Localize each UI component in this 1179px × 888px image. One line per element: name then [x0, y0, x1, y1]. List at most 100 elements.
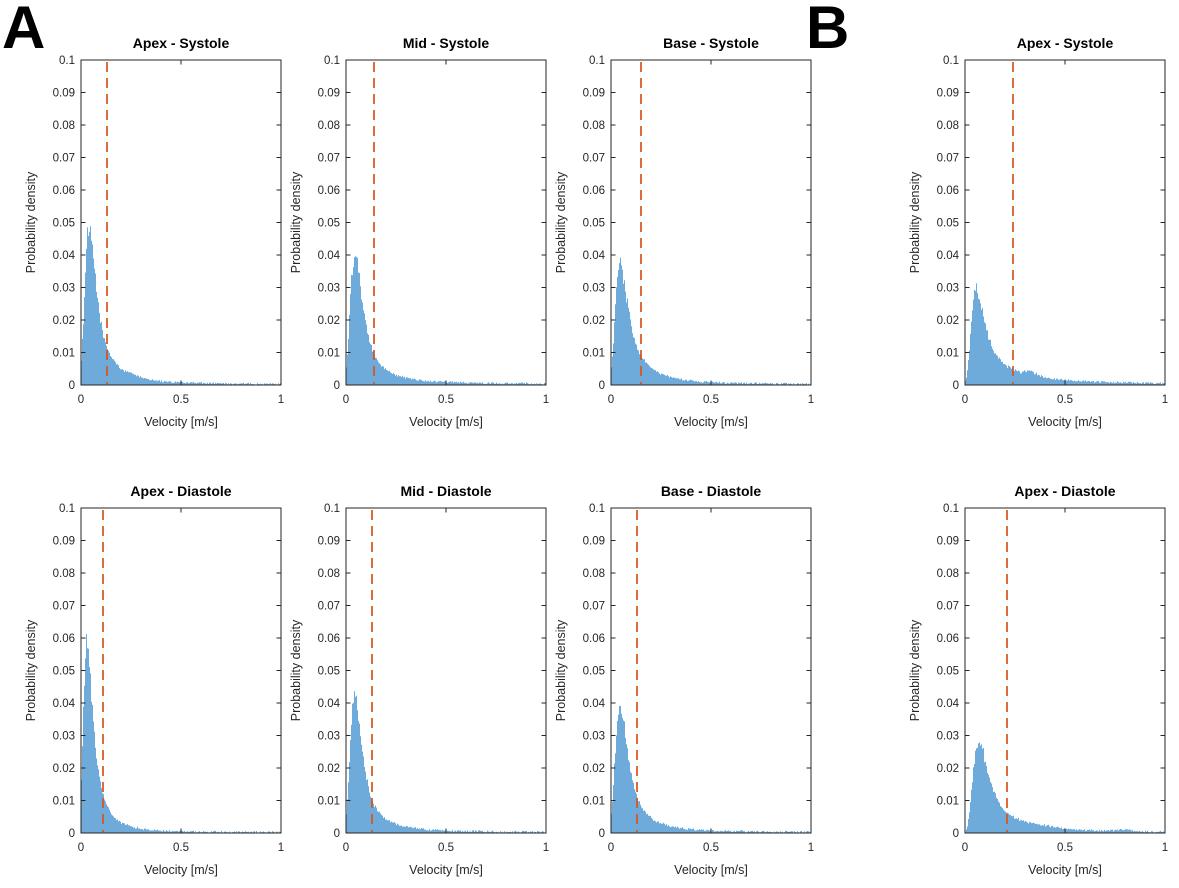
x-tick-label: 1 [278, 842, 284, 854]
y-tick-label: 0.01 [53, 348, 75, 360]
histogram-area [965, 283, 1165, 385]
y-tick-label: 0.1 [59, 55, 75, 67]
histogram-area [965, 742, 1165, 833]
y-tick-label: 0.04 [937, 698, 960, 710]
y-tick-label: 0.07 [583, 153, 605, 165]
x-tick-label: 0.5 [438, 394, 454, 406]
subplot-a-base-diastole: 0 0.01 0.02 0.03 0.04 0.05 0.06 0.07 0.08 0.09 0.1… [541, 474, 826, 888]
x-tick-label: 0.5 [1057, 842, 1073, 854]
y-tick-label: 0.09 [318, 88, 340, 100]
y-tick-label: 0.05 [53, 666, 75, 678]
y-tick-label: 0.02 [583, 763, 605, 775]
y-tick-label: 0.06 [53, 633, 75, 645]
y-tick-label: 0.09 [53, 536, 75, 548]
y-tick-label: 0 [599, 828, 605, 840]
plot-title: Mid - Systole [403, 35, 490, 51]
y-tick-label: 0.01 [318, 348, 340, 360]
y-tick-label: 0.03 [53, 283, 75, 295]
histogram-area [81, 634, 281, 833]
y-tick-label: 0.08 [53, 120, 75, 132]
x-axis-label: Velocity [m/s] [1028, 863, 1102, 877]
subplot-svg: 0 0.01 0.02 0.03 0.04 0.05 0.06 0.07 0.08 0.09 0.1… [24, 35, 284, 429]
y-tick-label: 0.08 [583, 120, 605, 132]
subplot-svg: 0 0.01 0.02 0.03 0.04 0.05 0.06 0.07 0.08 0.09 0.1… [24, 483, 284, 877]
x-tick-label: 0.5 [703, 394, 719, 406]
x-tick-label: 0 [608, 394, 614, 406]
y-tick-label: 0.04 [937, 250, 960, 262]
x-tick-label: 0.5 [1057, 394, 1073, 406]
x-tick-label: 0 [962, 842, 968, 854]
y-tick-label: 0.06 [318, 185, 340, 197]
y-tick-label: 0.01 [937, 796, 959, 808]
histogram-area [346, 691, 546, 833]
y-tick-label: 0.06 [53, 185, 75, 197]
subplot-b-apex-diastole: 0 0.01 0.02 0.03 0.04 0.05 0.06 0.07 0.08 0.09 0.1… [895, 474, 1179, 888]
axis-box [964, 507, 1166, 834]
subplot-b-apex-systole: 0 0.01 0.02 0.03 0.04 0.05 0.06 0.07 0.08 0.09 0.1… [895, 26, 1179, 447]
panel-label-a: A [2, 0, 45, 61]
x-axis-label: Velocity [m/s] [674, 415, 748, 429]
y-tick-label: 0.06 [937, 185, 959, 197]
y-tick-label: 0.03 [937, 283, 959, 295]
histogram-area [81, 226, 281, 385]
subplot-a-mid-diastole: 0 0.01 0.02 0.03 0.04 0.05 0.06 0.07 0.08 0.09 0.1… [276, 474, 561, 888]
x-tick-label: 1 [808, 394, 814, 406]
y-tick-label: 0.1 [324, 503, 340, 515]
y-tick-label: 0.09 [53, 88, 75, 100]
y-axis-label: Probability density [289, 171, 303, 273]
plot-title: Base - Systole [663, 35, 759, 51]
y-tick-label: 0.05 [318, 218, 340, 230]
y-tick-label: 0.07 [53, 153, 75, 165]
y-tick-label: 0.03 [318, 731, 340, 743]
y-tick-label: 0.01 [53, 796, 75, 808]
y-tick-label: 0.05 [318, 666, 340, 678]
y-tick-label: 0 [953, 380, 959, 392]
histogram-area [346, 256, 546, 385]
y-tick-label: 0.02 [318, 763, 340, 775]
y-tick-label: 0.02 [318, 315, 340, 327]
x-tick-label: 1 [1162, 394, 1168, 406]
y-tick-label: 0 [953, 828, 959, 840]
subplot-a-mid-systole: 0 0.01 0.02 0.03 0.04 0.05 0.06 0.07 0.08 0.09 0.1… [276, 26, 561, 447]
plot-title: Apex - Systole [133, 35, 230, 51]
y-tick-label: 0.1 [943, 55, 959, 67]
subplot-svg: 0 0.01 0.02 0.03 0.04 0.05 0.06 0.07 0.08 0.09 0.1… [554, 35, 814, 429]
x-tick-label: 1 [1162, 842, 1168, 854]
y-tick-label: 0.1 [589, 503, 605, 515]
axis-box [345, 59, 547, 386]
y-tick-label: 0.04 [583, 250, 606, 262]
y-tick-label: 0.04 [318, 250, 341, 262]
y-tick-label: 0.08 [53, 568, 75, 580]
subplot-svg: 0 0.01 0.02 0.03 0.04 0.05 0.06 0.07 0.08 0.09 0.1… [908, 483, 1168, 877]
plot-title: Base - Diastole [661, 483, 762, 499]
y-tick-label: 0 [334, 828, 340, 840]
subplot-a-apex-diastole: 0 0.01 0.02 0.03 0.04 0.05 0.06 0.07 0.08 0.09 0.1… [11, 474, 296, 888]
x-axis-label: Velocity [m/s] [144, 863, 218, 877]
histogram-area [611, 705, 811, 833]
y-axis-label: Probability density [289, 619, 303, 721]
y-tick-label: 0.09 [583, 88, 605, 100]
plot-title: Apex - Diastole [1014, 483, 1115, 499]
y-tick-label: 0.07 [937, 601, 959, 613]
y-tick-label: 0.09 [583, 536, 605, 548]
y-tick-label: 0.05 [583, 218, 605, 230]
y-tick-label: 0.04 [318, 698, 341, 710]
y-tick-label: 0.1 [589, 55, 605, 67]
x-tick-label: 0.5 [173, 842, 189, 854]
y-tick-label: 0.07 [53, 601, 75, 613]
y-tick-label: 0.08 [318, 120, 340, 132]
plot-title: Apex - Diastole [130, 483, 231, 499]
y-tick-label: 0.04 [53, 250, 76, 262]
y-tick-label: 0.07 [583, 601, 605, 613]
y-tick-label: 0.06 [937, 633, 959, 645]
y-tick-label: 0.05 [937, 218, 959, 230]
y-axis-label: Probability density [554, 619, 568, 721]
y-tick-label: 0.03 [318, 283, 340, 295]
axis-box [80, 59, 282, 386]
axis-box [80, 507, 282, 834]
subplot-a-base-systole: 0 0.01 0.02 0.03 0.04 0.05 0.06 0.07 0.08 0.09 0.1… [541, 26, 826, 447]
x-tick-label: 0 [343, 842, 349, 854]
y-tick-label: 0.01 [583, 796, 605, 808]
x-axis-label: Velocity [m/s] [409, 415, 483, 429]
